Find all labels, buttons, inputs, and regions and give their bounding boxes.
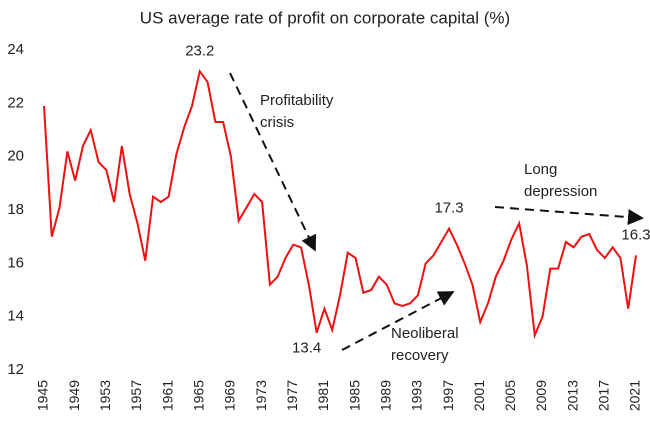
x-tick-label: 2001 [471, 380, 487, 411]
annotation: Long [524, 161, 557, 178]
x-tick-label: 2009 [533, 380, 549, 411]
x-tick-label: 2013 [564, 380, 580, 411]
x-tick-label: 2005 [502, 380, 518, 411]
data-label: 17.3 [434, 200, 463, 217]
y-tick-label: 24 [7, 41, 24, 58]
annotation: recovery [391, 347, 449, 364]
y-tick-label: 22 [7, 94, 24, 111]
x-tick-label: 1965 [190, 380, 206, 411]
arrow [229, 72, 317, 252]
y-tick-label: 16 [7, 254, 24, 271]
annotation: Neoliberal [391, 325, 459, 342]
chart-title: US average rate of profit on corporate c… [140, 8, 510, 27]
annotation: Profitability [260, 92, 334, 109]
x-tick-label: 1989 [377, 380, 393, 411]
y-tick-label: 12 [7, 361, 24, 378]
x-tick-label: 2017 [596, 380, 612, 411]
data-label: 23.2 [185, 42, 214, 59]
x-tick-label: 1969 [222, 380, 238, 411]
line-series [43, 68, 637, 340]
y-tick-label: 18 [7, 201, 24, 218]
x-tick-label: 1985 [346, 380, 362, 411]
x-tick-label: 1973 [253, 380, 269, 411]
x-tick-label: 2021 [627, 380, 643, 411]
data-label: 13.4 [292, 340, 321, 357]
x-tick-label: 1945 [35, 380, 51, 411]
annotation: crisis [260, 114, 294, 131]
x-tick-label: 1981 [315, 380, 331, 411]
x-tick-label: 1997 [440, 380, 456, 411]
annotation: depression [524, 183, 597, 200]
y-tick-label: 14 [7, 308, 24, 325]
arrow [341, 291, 455, 351]
x-tick-label: 1961 [159, 380, 175, 411]
y-tick-label: 20 [7, 148, 24, 165]
x-tick-label: 1977 [284, 380, 300, 411]
x-tick-label: 1993 [409, 380, 425, 411]
x-tick-label: 1949 [66, 380, 82, 411]
x-tick-label: 1953 [97, 380, 113, 411]
data-label: 16.3 [621, 226, 650, 243]
arrow [494, 206, 644, 226]
x-tick-label: 1957 [128, 380, 144, 411]
